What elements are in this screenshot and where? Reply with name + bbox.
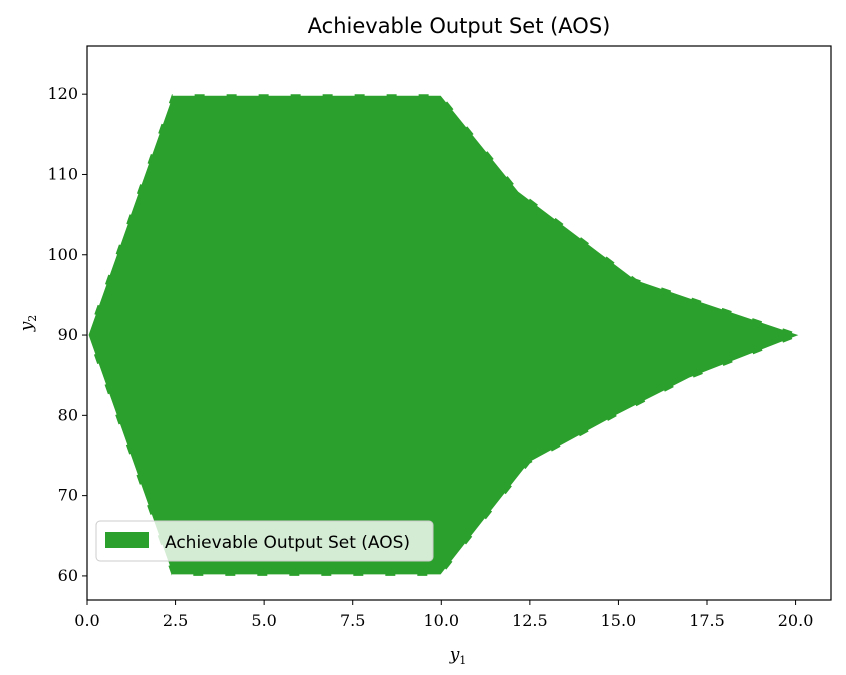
- y-tick-label: 90: [58, 325, 78, 344]
- x-axis-ticks: 0.0 2.5 5.0 7.5 10.0 12.5 15.0 17.5 20.0: [74, 600, 813, 630]
- x-tick-label: 20.0: [778, 611, 814, 630]
- x-tick-label: 10.0: [423, 611, 459, 630]
- legend-swatch: [105, 532, 149, 548]
- y-tick-label: 110: [47, 164, 78, 183]
- x-tick-label: 0.0: [74, 611, 99, 630]
- x-tick-label: 12.5: [512, 611, 548, 630]
- legend: Achievable Output Set (AOS): [95, 520, 434, 562]
- y-tick-label: 80: [58, 405, 78, 424]
- y-tick-label: 100: [47, 245, 78, 264]
- chart-title: Achievable Output Set (AOS): [308, 14, 611, 38]
- x-axis-label: y1: [449, 645, 467, 667]
- y-axis-ticks: 60 70 80 90 100 110 120: [47, 84, 87, 585]
- x-tick-label: 15.0: [601, 611, 637, 630]
- legend-frame: [95, 520, 434, 562]
- x-tick-label: 5.0: [251, 611, 276, 630]
- x-tick-label: 17.5: [689, 611, 725, 630]
- plot-area: [85, 45, 832, 601]
- x-tick-label: 2.5: [163, 611, 188, 630]
- legend-entry-aos: Achievable Output Set (AOS): [165, 533, 410, 553]
- aos-region-0: [85, 92, 805, 578]
- y-tick-label: 120: [47, 84, 78, 103]
- x-tick-label: 7.5: [340, 611, 365, 630]
- y-axis-label: y2: [17, 315, 39, 333]
- y-tick-label: 70: [58, 486, 78, 505]
- axes-frame: [86, 45, 832, 601]
- y-tick-label: 60: [58, 566, 78, 585]
